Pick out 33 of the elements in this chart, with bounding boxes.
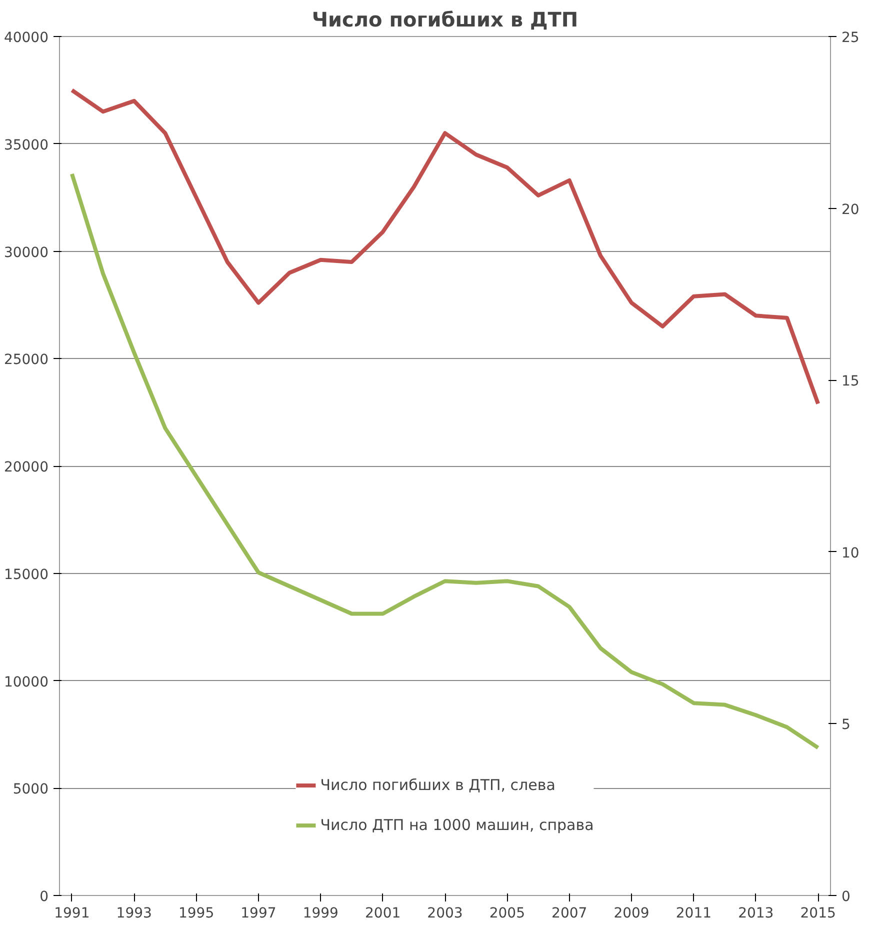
x-tick-label: 2015 bbox=[800, 906, 836, 922]
y-tick-label: 15000 bbox=[4, 566, 49, 583]
x-tick-label: 2003 bbox=[427, 906, 463, 922]
y-tick-label: 40000 bbox=[4, 30, 49, 46]
y2-tick-label: 0 bbox=[842, 889, 850, 905]
line-series bbox=[70, 88, 820, 406]
y-tick-label: 10000 bbox=[4, 674, 49, 690]
y2-tick-label: 5 bbox=[842, 717, 850, 734]
x-tick-label: 2001 bbox=[365, 906, 401, 922]
y-tick-label: 35000 bbox=[4, 137, 49, 154]
y-tick-label: 20000 bbox=[4, 460, 49, 476]
chart-title: Число погибших в ДТП bbox=[312, 8, 578, 32]
y2-tick-label: 10 bbox=[842, 545, 860, 562]
line-series bbox=[70, 172, 820, 750]
x-tick-label: 1993 bbox=[116, 906, 152, 922]
x-tick-label: 2005 bbox=[489, 906, 526, 922]
x-tick-label: 2013 bbox=[738, 906, 774, 922]
legend-label: Число погибших в ДТП, слева bbox=[320, 776, 556, 794]
x-tick-label: 1995 bbox=[178, 906, 214, 922]
y-tick-label: 5000 bbox=[12, 782, 49, 798]
legend-label: Число ДТП на 1000 машин, справа bbox=[320, 816, 594, 834]
x-tick-label: 1999 bbox=[302, 906, 338, 922]
x-tick-label: 1997 bbox=[240, 906, 276, 922]
y-tick-label: 25000 bbox=[4, 352, 49, 368]
y2-tick-label: 25 bbox=[842, 30, 860, 46]
x-tick-label: 1991 bbox=[54, 906, 90, 922]
y2-tick-label: 20 bbox=[842, 202, 860, 218]
x-tick-label: 2011 bbox=[676, 906, 712, 922]
x-tick-label: 2007 bbox=[552, 906, 588, 922]
x-tick-label: 2009 bbox=[614, 906, 650, 922]
y-tick-label: 30000 bbox=[4, 244, 49, 261]
y-tick-label: 0 bbox=[40, 889, 49, 905]
y2-tick-label: 15 bbox=[842, 374, 860, 390]
